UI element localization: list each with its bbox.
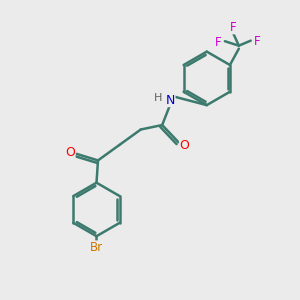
Text: N: N [166,94,175,106]
Text: F: F [230,21,236,34]
Text: F: F [215,36,221,49]
Text: O: O [179,139,189,152]
Text: H: H [154,93,163,103]
Text: Br: Br [90,241,103,254]
Text: O: O [65,146,75,159]
Text: F: F [254,35,261,48]
